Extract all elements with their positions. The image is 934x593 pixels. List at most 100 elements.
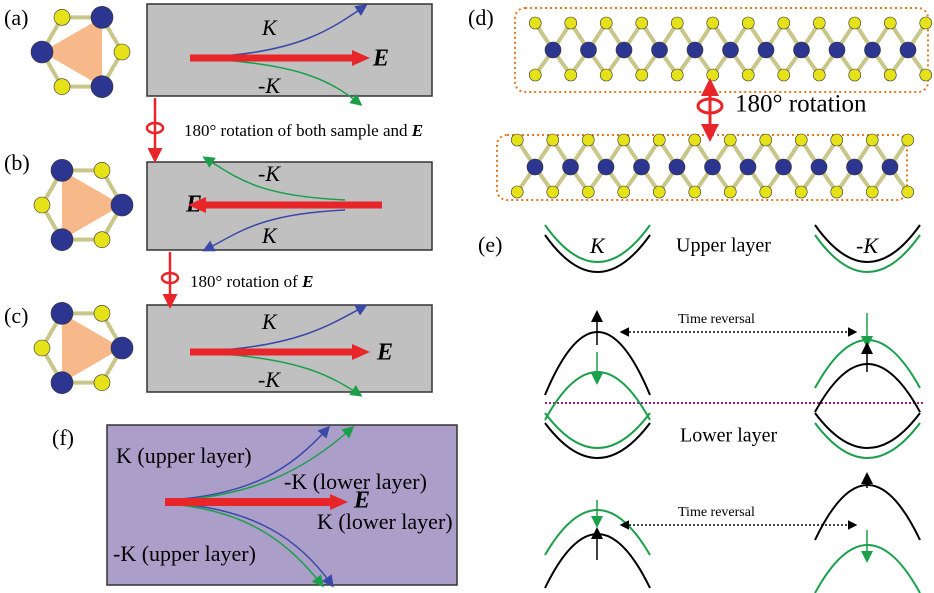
atom <box>689 186 701 198</box>
atom <box>581 42 597 58</box>
atom <box>91 76 113 98</box>
band <box>815 413 920 448</box>
atom <box>54 79 70 95</box>
atom <box>866 134 878 146</box>
atom <box>51 159 73 181</box>
atom <box>636 69 648 81</box>
atom <box>829 42 845 58</box>
atom <box>34 197 50 213</box>
atom <box>634 159 650 175</box>
valley-label: -K <box>258 161 281 186</box>
atom <box>582 186 594 198</box>
panel-label: (d) <box>468 5 494 30</box>
atom <box>91 6 113 28</box>
atom <box>616 42 632 58</box>
atom <box>111 194 133 216</box>
atom <box>723 42 739 58</box>
band <box>815 423 920 458</box>
reversal-label: Time reversal <box>678 505 755 520</box>
atom <box>111 337 133 359</box>
valley-label: K <box>261 15 278 40</box>
atom <box>689 134 701 146</box>
atom <box>547 186 559 198</box>
atom <box>811 159 827 175</box>
atom <box>724 134 736 146</box>
atom <box>866 186 878 198</box>
atom <box>31 41 53 63</box>
valley-label: K <box>261 223 278 248</box>
caption-text: 180° rotation of both sample and <box>184 121 412 140</box>
atom <box>831 186 843 198</box>
atom <box>865 42 881 58</box>
atom <box>671 69 683 81</box>
atom <box>529 69 541 81</box>
atom <box>740 159 756 175</box>
field-label: E <box>372 46 389 72</box>
atom <box>94 162 110 178</box>
atom <box>527 159 543 175</box>
atom <box>813 69 825 81</box>
atom <box>760 186 772 198</box>
atom <box>687 42 703 58</box>
atom <box>900 42 916 58</box>
atom <box>653 186 665 198</box>
panel-label: (a) <box>4 5 28 30</box>
atom <box>563 159 579 175</box>
atom <box>849 17 861 29</box>
atom <box>742 69 754 81</box>
valley-label: K <box>261 309 278 334</box>
atom <box>511 186 523 198</box>
valley-label: -K <box>856 233 879 258</box>
atom <box>34 340 50 356</box>
atom <box>795 134 807 146</box>
atom <box>794 42 810 58</box>
reversal-label: Time reversal <box>678 312 755 327</box>
atom <box>511 134 523 146</box>
atom <box>884 17 896 29</box>
atom <box>669 159 685 175</box>
field-label: E <box>376 340 393 366</box>
caption-symbol: E <box>411 121 423 140</box>
atom <box>618 186 630 198</box>
atom <box>707 17 719 29</box>
atom <box>565 17 577 29</box>
atom <box>724 186 736 198</box>
atom <box>776 159 792 175</box>
valley-label: K (upper layer) <box>116 443 252 468</box>
atom <box>758 42 774 58</box>
panel-label: (c) <box>4 303 28 328</box>
valley-label: -K (upper layer) <box>113 541 256 566</box>
panel-label: (e) <box>478 232 502 257</box>
atom <box>920 17 932 29</box>
atom <box>707 69 719 81</box>
atom <box>742 17 754 29</box>
atom <box>600 69 612 81</box>
atom <box>652 42 668 58</box>
band <box>545 423 650 458</box>
atom <box>51 302 73 324</box>
atom <box>94 375 110 391</box>
atom <box>51 372 73 394</box>
atom <box>671 17 683 29</box>
valley-label: -K <box>258 73 281 98</box>
atom <box>849 69 861 81</box>
atom <box>636 17 648 29</box>
atom <box>884 69 896 81</box>
layer-label: Lower layer <box>680 425 778 447</box>
atom <box>760 134 772 146</box>
panel-a-box <box>147 4 432 96</box>
figure: (a) K -K E 180° rotation of both sample … <box>0 0 934 593</box>
page: (a) K -K E 180° rotation of both sample … <box>0 0 934 593</box>
atom <box>778 17 790 29</box>
atom <box>51 229 73 251</box>
rotation-caption: 180° rotation <box>735 91 867 118</box>
band <box>545 413 650 448</box>
atom <box>547 134 559 146</box>
caption-text: 180° rotation of <box>190 272 302 291</box>
atom <box>565 69 577 81</box>
rotation-caption: 180° rotation of both sample and E <box>184 121 423 140</box>
atom <box>598 159 614 175</box>
atom <box>529 17 541 29</box>
atom <box>778 69 790 81</box>
atom <box>795 186 807 198</box>
